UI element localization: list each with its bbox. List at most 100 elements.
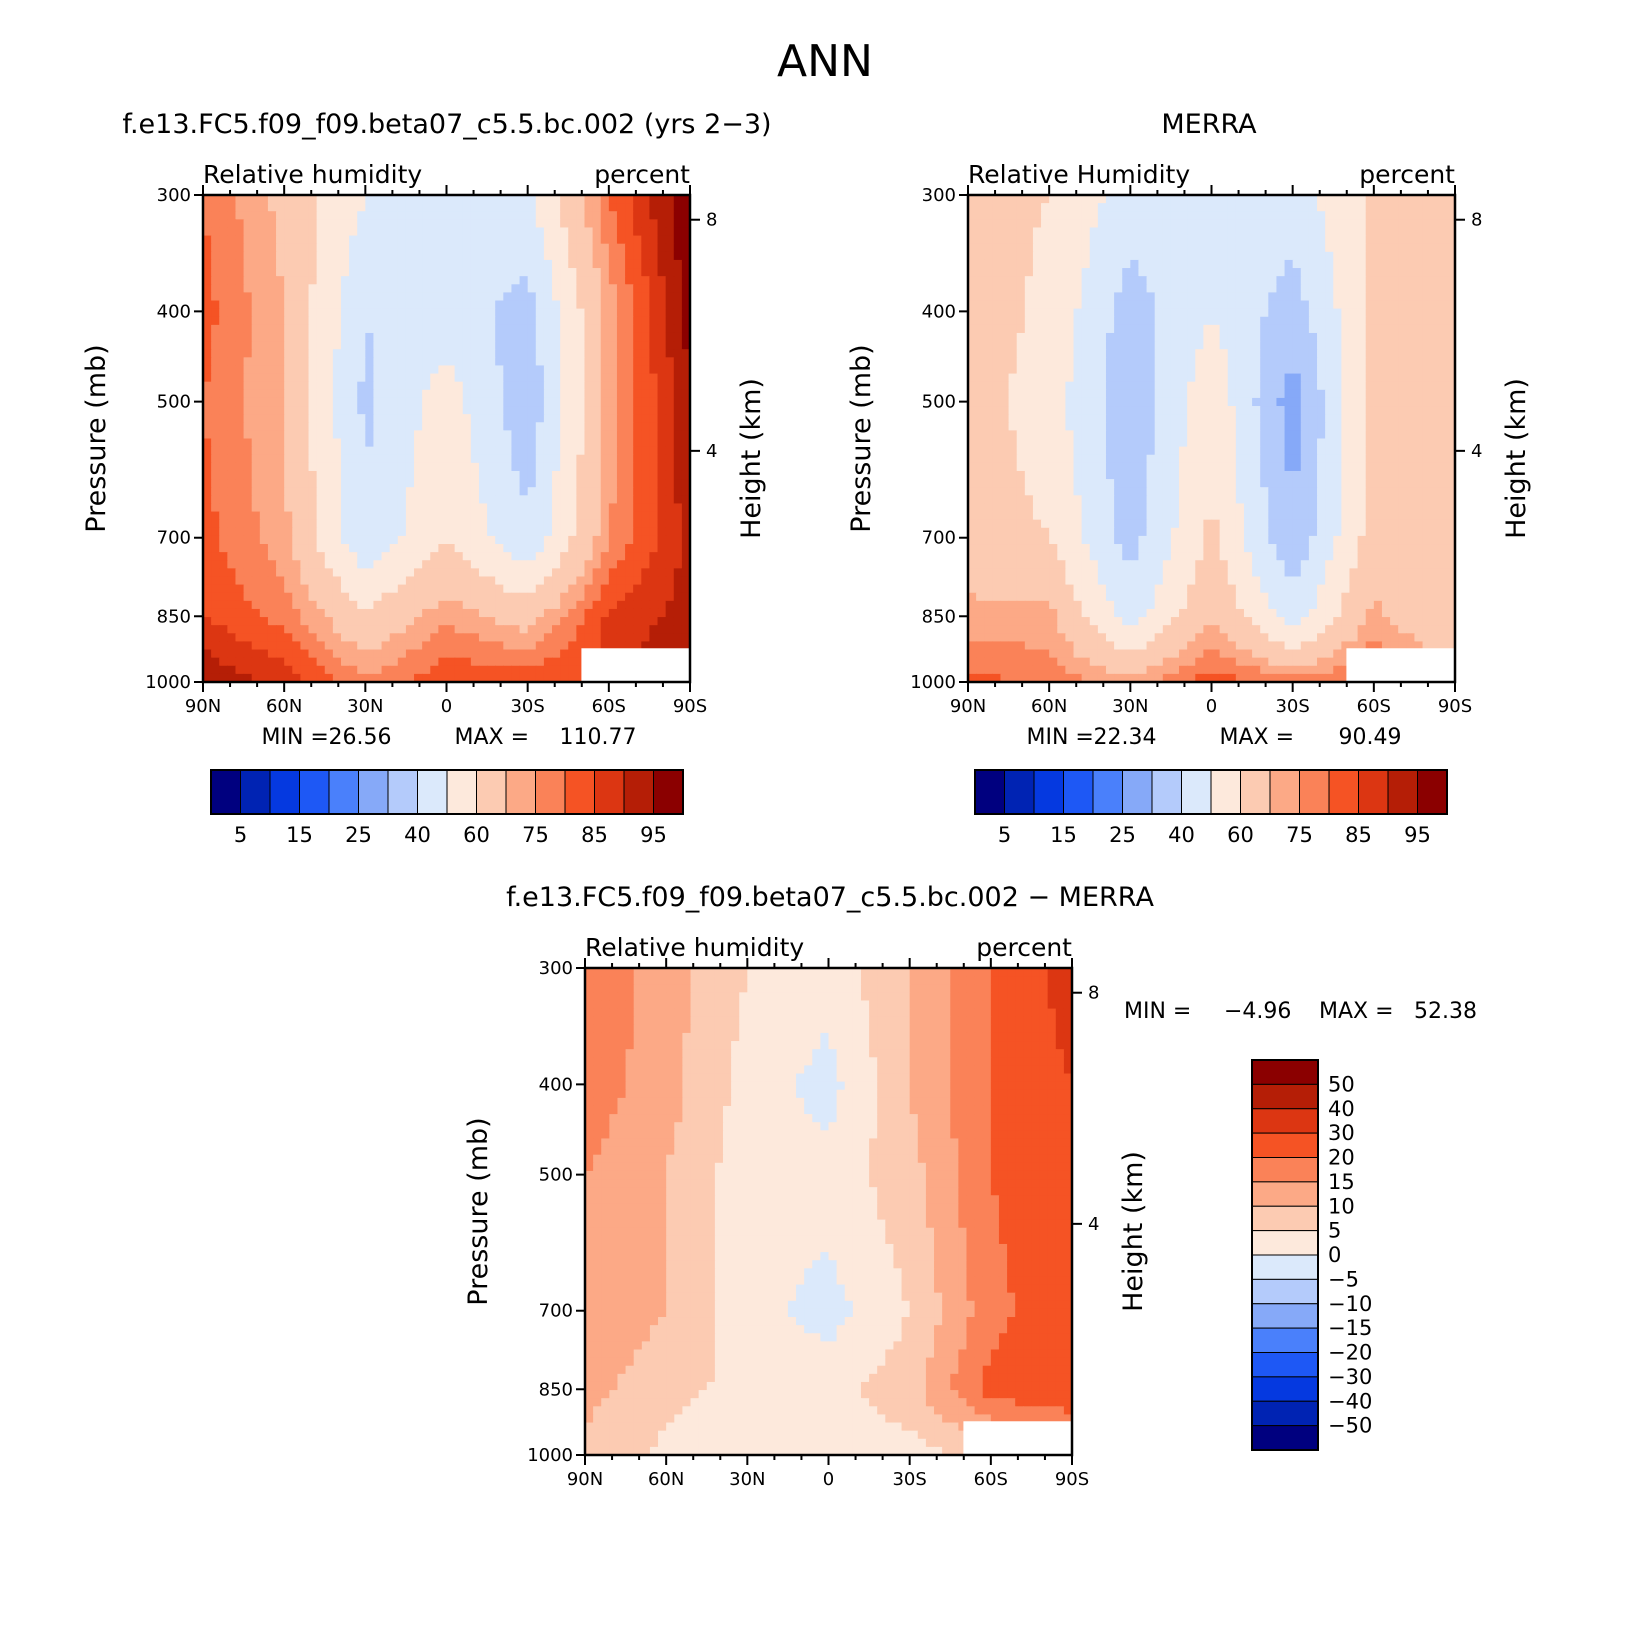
contour-cell: [397, 195, 407, 204]
contour-cell: [478, 373, 488, 383]
contour-cell: [373, 243, 383, 253]
contour-cell: [1114, 300, 1123, 310]
contour-cell: [446, 673, 456, 683]
contour-cell: [300, 414, 310, 423]
contour-cell: [584, 592, 594, 602]
contour-cell: [1146, 365, 1156, 375]
contour-cell: [657, 195, 667, 204]
contour-cell: [576, 203, 586, 212]
contour-cell: [1414, 341, 1424, 350]
contour-cell: [1032, 284, 1042, 293]
contour-cell: [316, 657, 326, 667]
contour-cell: [422, 617, 431, 626]
contour-cell: [1211, 219, 1221, 229]
contour-cell: [397, 673, 407, 683]
contour-cell: [470, 665, 480, 675]
contour-cell: [1268, 251, 1278, 261]
contour-cell: [976, 365, 985, 375]
contour-cell: [616, 600, 626, 610]
contour-cell: [389, 308, 399, 318]
contour-cell: [251, 284, 261, 293]
contour-cell: [430, 243, 439, 253]
contour-cell: [1235, 292, 1245, 302]
contour-cell: [470, 633, 480, 643]
contour-cell: [616, 251, 626, 261]
contour-cell: [397, 332, 407, 342]
contour-cell: [235, 625, 245, 634]
contour-cell: [462, 665, 472, 675]
contour-cell: [227, 479, 237, 488]
contour-cell: [219, 195, 228, 204]
contour-cell: [649, 600, 659, 610]
contour-cell: [1357, 365, 1367, 375]
contour-cell: [1195, 324, 1204, 334]
contour-cell: [968, 259, 977, 269]
contour-cell: [267, 373, 277, 383]
contour-cell: [357, 316, 366, 326]
contour-cell: [259, 406, 269, 415]
contour-cell: [1081, 203, 1091, 212]
contour-cell: [316, 227, 326, 237]
contour-cell: [519, 600, 529, 610]
contour-cell: [1349, 284, 1359, 293]
contour-cell: [349, 560, 358, 569]
contour-cell: [1398, 235, 1407, 245]
contour-cell: [681, 195, 691, 204]
contour-cell: [405, 568, 415, 578]
contour-cell: [414, 462, 423, 472]
contour-cell: [267, 381, 277, 391]
contour-cell: [1227, 324, 1237, 334]
contour-cell: [243, 633, 253, 643]
contour-cell: [657, 324, 667, 334]
contour-cell: [243, 649, 253, 659]
contour-cell: [1276, 219, 1286, 229]
contour-cell: [673, 544, 683, 553]
contour-cell: [478, 203, 488, 212]
contour-cell: [478, 641, 488, 651]
contour-cell: [397, 389, 407, 399]
contour-cell: [633, 324, 642, 334]
contour-cell: [235, 268, 245, 277]
contour-cell: [487, 219, 496, 229]
contour-cell: [389, 227, 399, 237]
contour-cell: [422, 414, 431, 423]
contour-cell: [641, 211, 651, 220]
contour-cell: [495, 560, 504, 569]
contour-cell: [1130, 195, 1140, 204]
contour-cell: [308, 568, 318, 578]
contour-cell: [373, 479, 383, 488]
contour-cell: [267, 552, 277, 561]
contour-cell: [1114, 332, 1123, 342]
contour-cell: [349, 495, 358, 505]
contour-cell: [600, 600, 610, 610]
contour-cell: [292, 479, 301, 488]
contour-cell: [357, 487, 366, 496]
contour-cell: [649, 527, 659, 537]
contour-cell: [462, 462, 472, 472]
contour-cell: [365, 552, 375, 561]
contour-cell: [576, 276, 586, 285]
contour-cell: [422, 633, 431, 643]
contour-cell: [292, 495, 301, 505]
contour-cell: [665, 251, 675, 261]
contour-cell: [203, 649, 212, 659]
contour-cell: [276, 527, 285, 537]
contour-cell: [1195, 341, 1204, 350]
contour-cell: [592, 365, 602, 375]
contour-cell: [1146, 259, 1156, 269]
contour-cell: [430, 438, 439, 448]
contour-cell: [625, 552, 634, 561]
contour-cell: [608, 195, 618, 204]
contour-cell: [568, 503, 577, 513]
contour-cell: [1057, 219, 1066, 229]
contour-cell: [600, 535, 610, 545]
contour-cell: [552, 673, 561, 683]
contour-cell: [438, 235, 448, 245]
contour-cell: [1430, 349, 1440, 358]
contour-cell: [308, 357, 318, 367]
contour-cell: [332, 195, 342, 204]
contour-cell: [1317, 251, 1326, 261]
contour-cell: [535, 300, 545, 310]
contour-cell: [657, 519, 667, 529]
contour-cell: [292, 422, 301, 431]
